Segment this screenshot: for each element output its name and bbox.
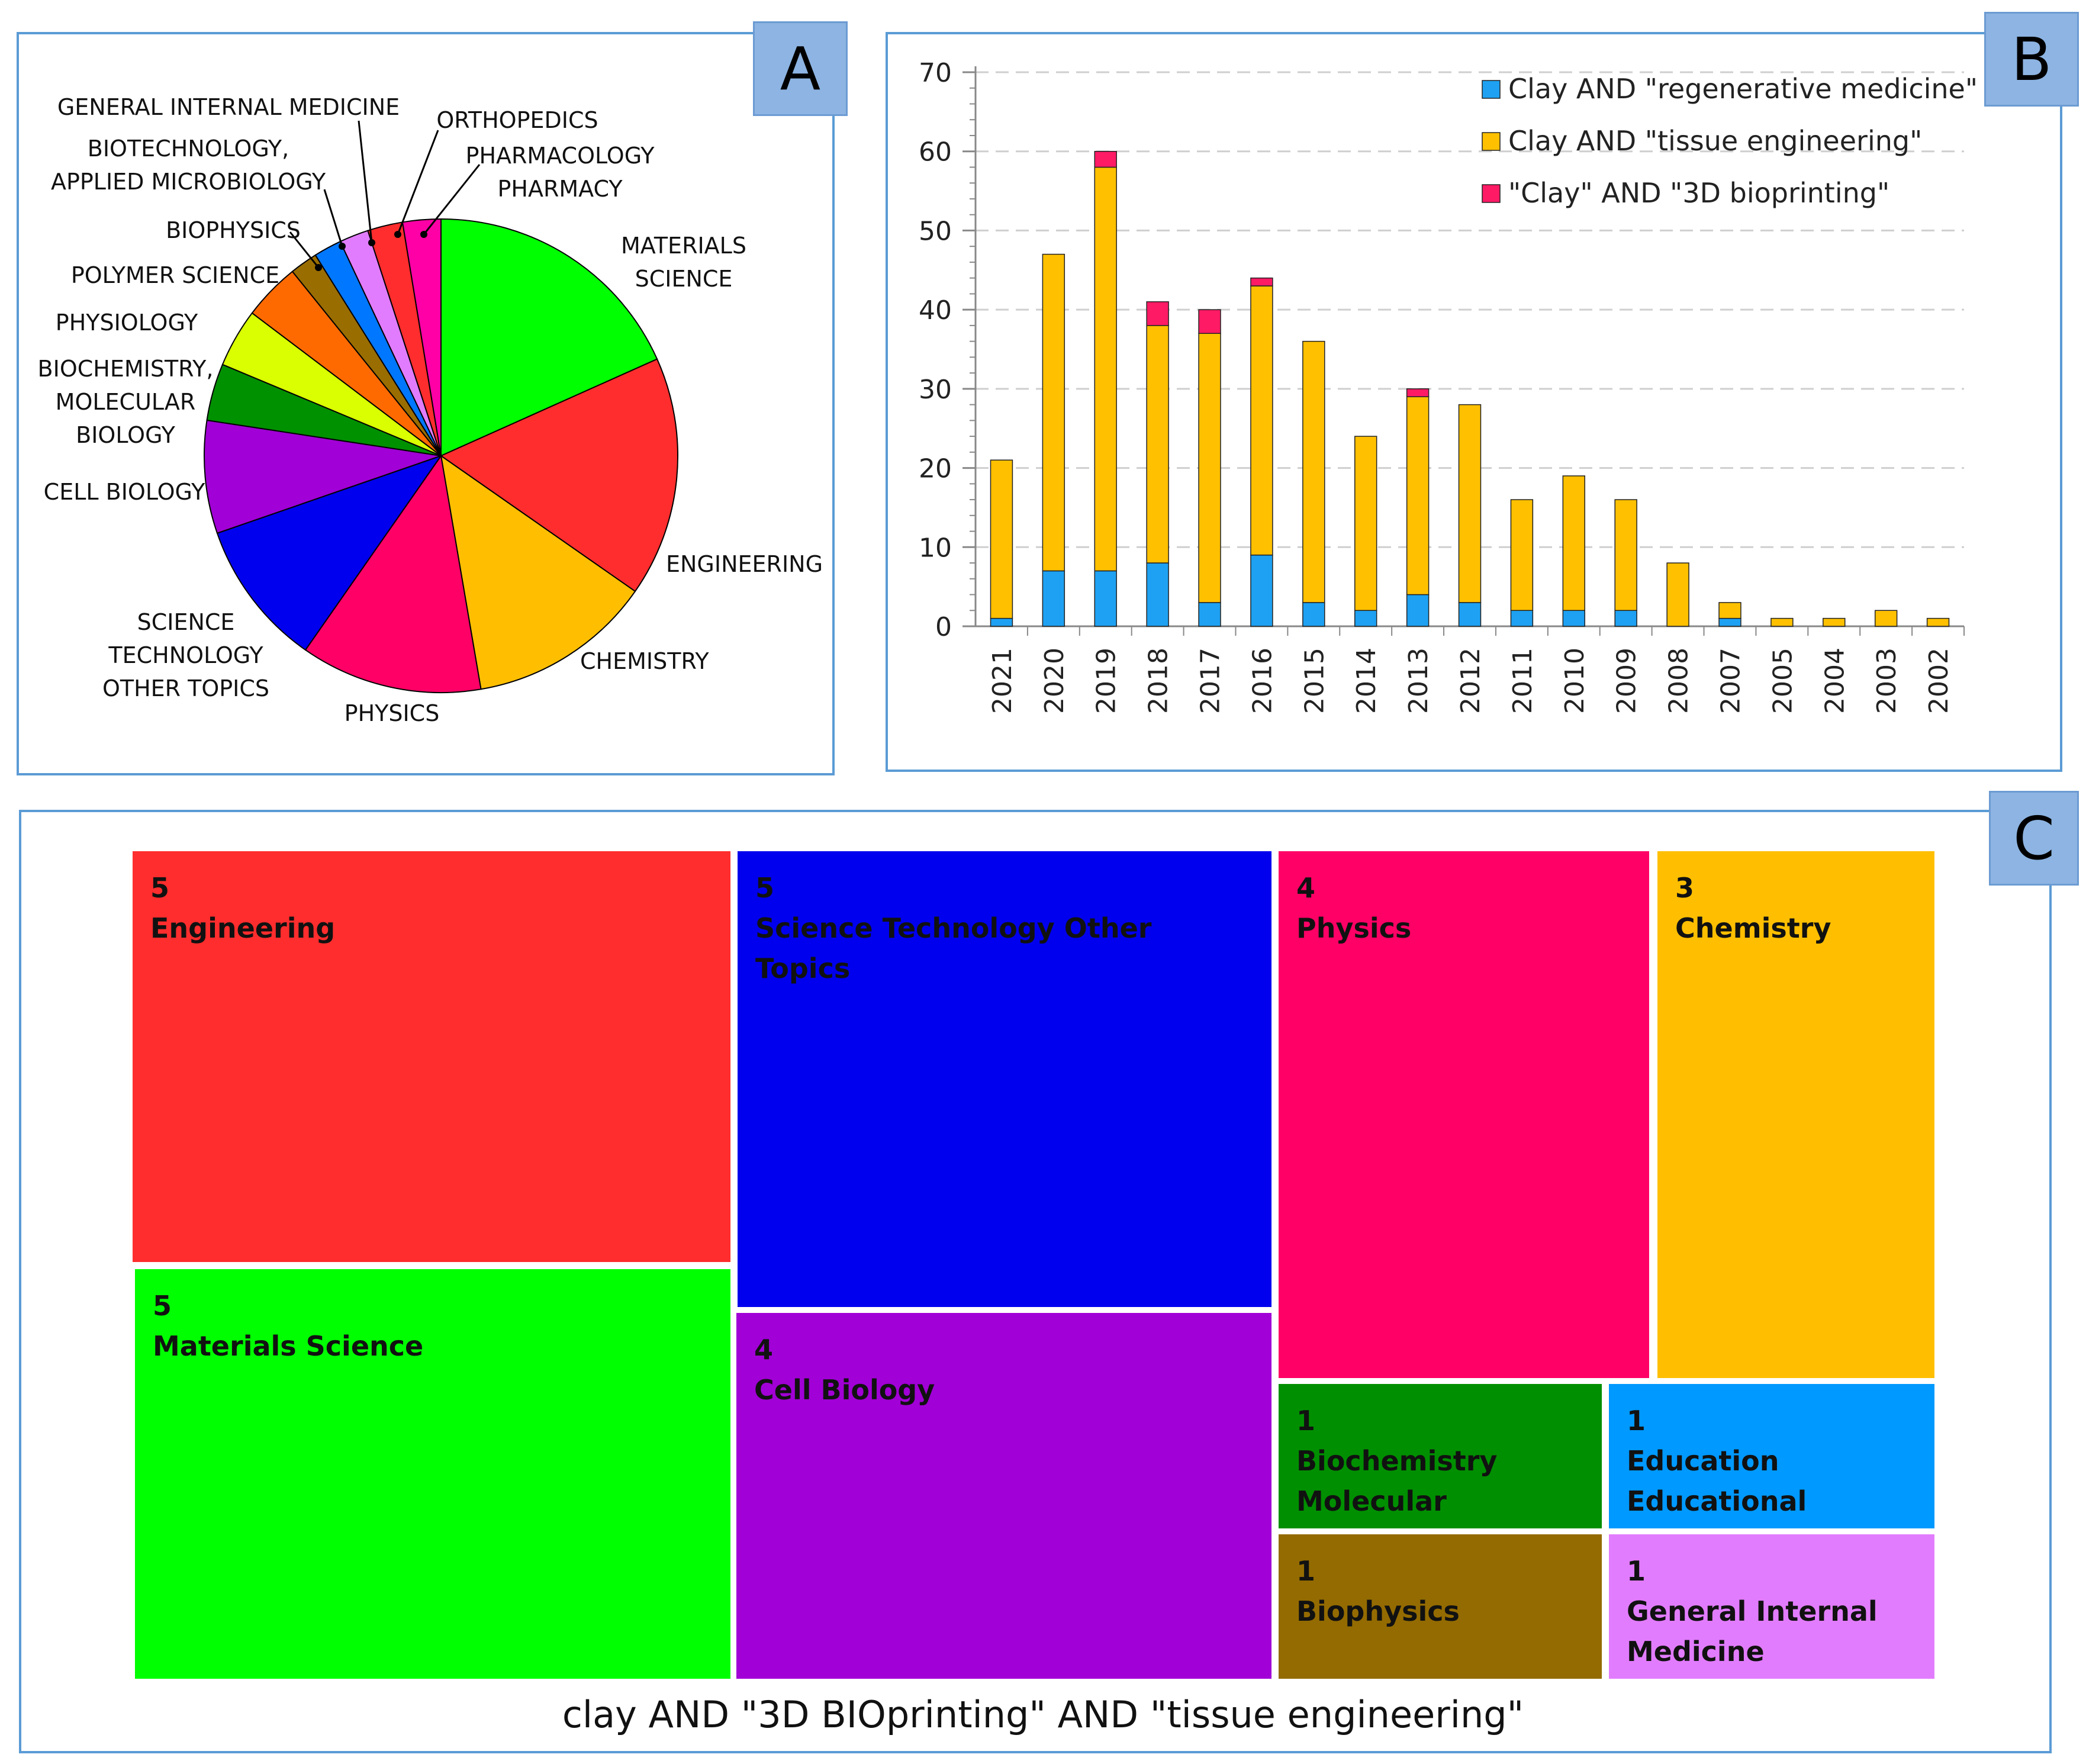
- treemap-tile-value: 1: [1627, 1555, 1646, 1587]
- treemap-tile-value: 5: [150, 872, 170, 904]
- treemap-tile-value: 1: [1296, 1405, 1316, 1437]
- panel-a-badge: A: [753, 21, 848, 116]
- treemap-tile-value: 1: [1296, 1555, 1316, 1587]
- treemap-tile-materials-science: 5 Materials Science: [135, 1269, 730, 1679]
- treemap-tile-education-educational: 1 Education Educational: [1609, 1384, 1934, 1528]
- panel-c-badge: C: [1989, 791, 2079, 886]
- treemap-tile-engineering: 5 Engineering: [133, 851, 730, 1262]
- treemap-tile-science-technology-other-topics: 5 Science Technology Other Topics: [738, 851, 1271, 1307]
- treemap-tile-label: Science Technology Other Topics: [755, 912, 1152, 984]
- treemap-tile-value: 5: [755, 872, 775, 904]
- treemap-tile-biophysics: 1 Biophysics: [1279, 1534, 1602, 1679]
- treemap-tile-chemistry: 3 Chemistry: [1657, 851, 1934, 1378]
- treemap-tile-value: 5: [153, 1290, 172, 1322]
- panel-a-frame: [17, 32, 835, 775]
- treemap-tile-label: Physics: [1296, 912, 1412, 944]
- treemap-tile-value: 3: [1675, 872, 1695, 904]
- treemap-tile-value: 4: [1296, 872, 1316, 904]
- treemap-tile-label: Biochemistry Molecular: [1296, 1445, 1498, 1517]
- treemap-tile-label: General Internal Medicine: [1627, 1595, 1878, 1668]
- treemap-tile-label: Education Educational: [1627, 1445, 1807, 1517]
- treemap-tile-physics: 4 Physics: [1279, 851, 1649, 1378]
- treemap-tile-general-internal-medicine: 1 General Internal Medicine: [1609, 1534, 1934, 1679]
- treemap-tile-label: Engineering: [150, 912, 336, 944]
- treemap-tile-label: Chemistry: [1675, 912, 1831, 944]
- treemap-tile-value: 4: [754, 1334, 774, 1366]
- treemap-tile-label: Biophysics: [1296, 1595, 1460, 1627]
- treemap-tile-biochemistry-molecular: 1 Biochemistry Molecular: [1279, 1384, 1602, 1528]
- treemap-tile-label: Cell Biology: [754, 1374, 935, 1406]
- treemap-tile-value: 1: [1627, 1405, 1646, 1437]
- treemap-tile-label: Materials Science: [153, 1330, 424, 1362]
- treemap-tile-cell-biology: 4 Cell Biology: [736, 1313, 1271, 1679]
- treemap-caption: clay AND "3D BIOprinting" AND "tissue en…: [562, 1693, 1524, 1736]
- panel-b-frame: [886, 32, 2062, 772]
- panel-b-badge: B: [1984, 12, 2079, 107]
